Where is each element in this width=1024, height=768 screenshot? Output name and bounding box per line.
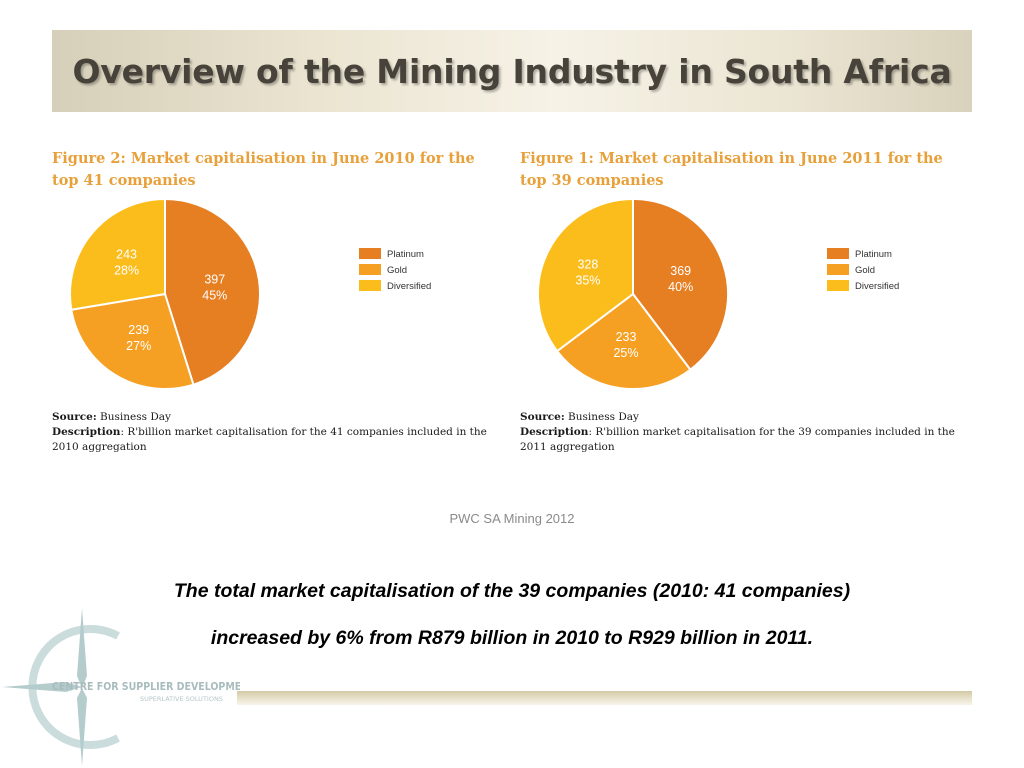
source-label: Source:	[52, 411, 97, 423]
description-label: Description	[52, 426, 121, 438]
legend-label-platinum: Platinum	[387, 249, 424, 260]
legend-swatch-platinum	[827, 248, 849, 259]
figure-2011: Figure 1: Market capitalisation in June …	[520, 148, 980, 498]
slice-percent-label: 28%	[114, 264, 139, 278]
pie-chart-2011: 369 40% 233 25% 328 35% Platinum Gold Diversifie…	[537, 198, 899, 390]
legend-label-gold: Gold	[855, 265, 875, 276]
figure-title: Figure 2: Market capitalisation in June …	[52, 148, 512, 192]
logo-tagline: SUPERLATIVE SOLUTIONS	[140, 695, 223, 703]
legend-swatch-diversified	[827, 280, 849, 291]
slice-value-label: 243	[116, 248, 137, 262]
summary-line-2: increased by 6% from R879 billion in 201…	[210, 627, 814, 649]
slice-percent-label: 35%	[575, 274, 600, 288]
legend-label-gold: Gold	[387, 265, 407, 276]
legend-label-diversified: Diversified	[855, 281, 899, 292]
figure-title-line1: Figure 1: Market capitalisation in June …	[520, 150, 943, 167]
description-label: Description	[520, 426, 589, 438]
description-text: : R'billion market capitalisation for th…	[52, 426, 487, 453]
source-text: Business Day	[564, 411, 639, 423]
legend-swatch-platinum	[359, 248, 381, 259]
slice-percent-label: 25%	[613, 346, 638, 360]
pie-slice-diversified	[69, 198, 166, 311]
legend-label-diversified: Diversified	[387, 281, 431, 292]
source-label: Source:	[520, 411, 565, 423]
slice-value-label: 233	[616, 330, 637, 344]
figure-title: Figure 1: Market capitalisation in June …	[520, 148, 980, 192]
legend-label-platinum: Platinum	[855, 249, 892, 260]
slice-percent-label: 45%	[202, 288, 227, 302]
slice-value-label: 397	[204, 272, 225, 286]
summary-line-1: The total market capitalisation of the 3…	[173, 580, 851, 602]
legend-swatch-gold	[359, 264, 381, 275]
title-banner: Overview of the Mining Industry in South…	[52, 30, 972, 112]
pie-slice-platinum	[164, 198, 261, 386]
slice-percent-label: 27%	[126, 339, 151, 353]
pie-slice-diversified	[537, 198, 634, 353]
compass-icon	[2, 608, 120, 766]
description-text: : R'billion market capitalisation for th…	[520, 426, 955, 453]
pie-slice-gold	[555, 292, 692, 390]
source-text: Business Day	[96, 411, 171, 423]
figure-source: Source: Business Day Description: R'bill…	[520, 410, 980, 455]
figure-title-line2: top 39 companies	[520, 172, 664, 189]
legend-swatch-diversified	[359, 280, 381, 291]
pie-chart-2010: 397 45% 239 27% 243 28% Platinum Gold Diversifie…	[69, 198, 431, 390]
footer-bar	[237, 691, 972, 705]
slice-value-label: 369	[670, 264, 691, 278]
company-logo: CENTRE FOR SUPPLIER DEVELOPMENT SUPERLAT…	[2, 608, 240, 766]
pie-slice-platinum	[632, 198, 730, 372]
slice-value-label: 328	[577, 258, 598, 272]
pie-slice-gold	[70, 292, 195, 390]
figure-source: Source: Business Day Description: R'bill…	[52, 410, 512, 455]
figure-title-line1: Figure 2: Market capitalisation in June …	[52, 150, 475, 167]
source-credit: PWC SA Mining 2012	[449, 511, 575, 526]
slice-percent-label: 40%	[668, 280, 693, 294]
page-title: Overview of the Mining Industry in South…	[72, 51, 952, 91]
legend-swatch-gold	[827, 264, 849, 275]
figure-2010: Figure 2: Market capitalisation in June …	[52, 148, 512, 498]
summary-text: The total market capitalisation of the 3…	[80, 568, 944, 662]
figure-title-line2: top 41 companies	[52, 172, 196, 189]
slice-value-label: 239	[128, 323, 149, 337]
logo-name: CENTRE FOR SUPPLIER DEVELOPMENT	[52, 681, 240, 693]
